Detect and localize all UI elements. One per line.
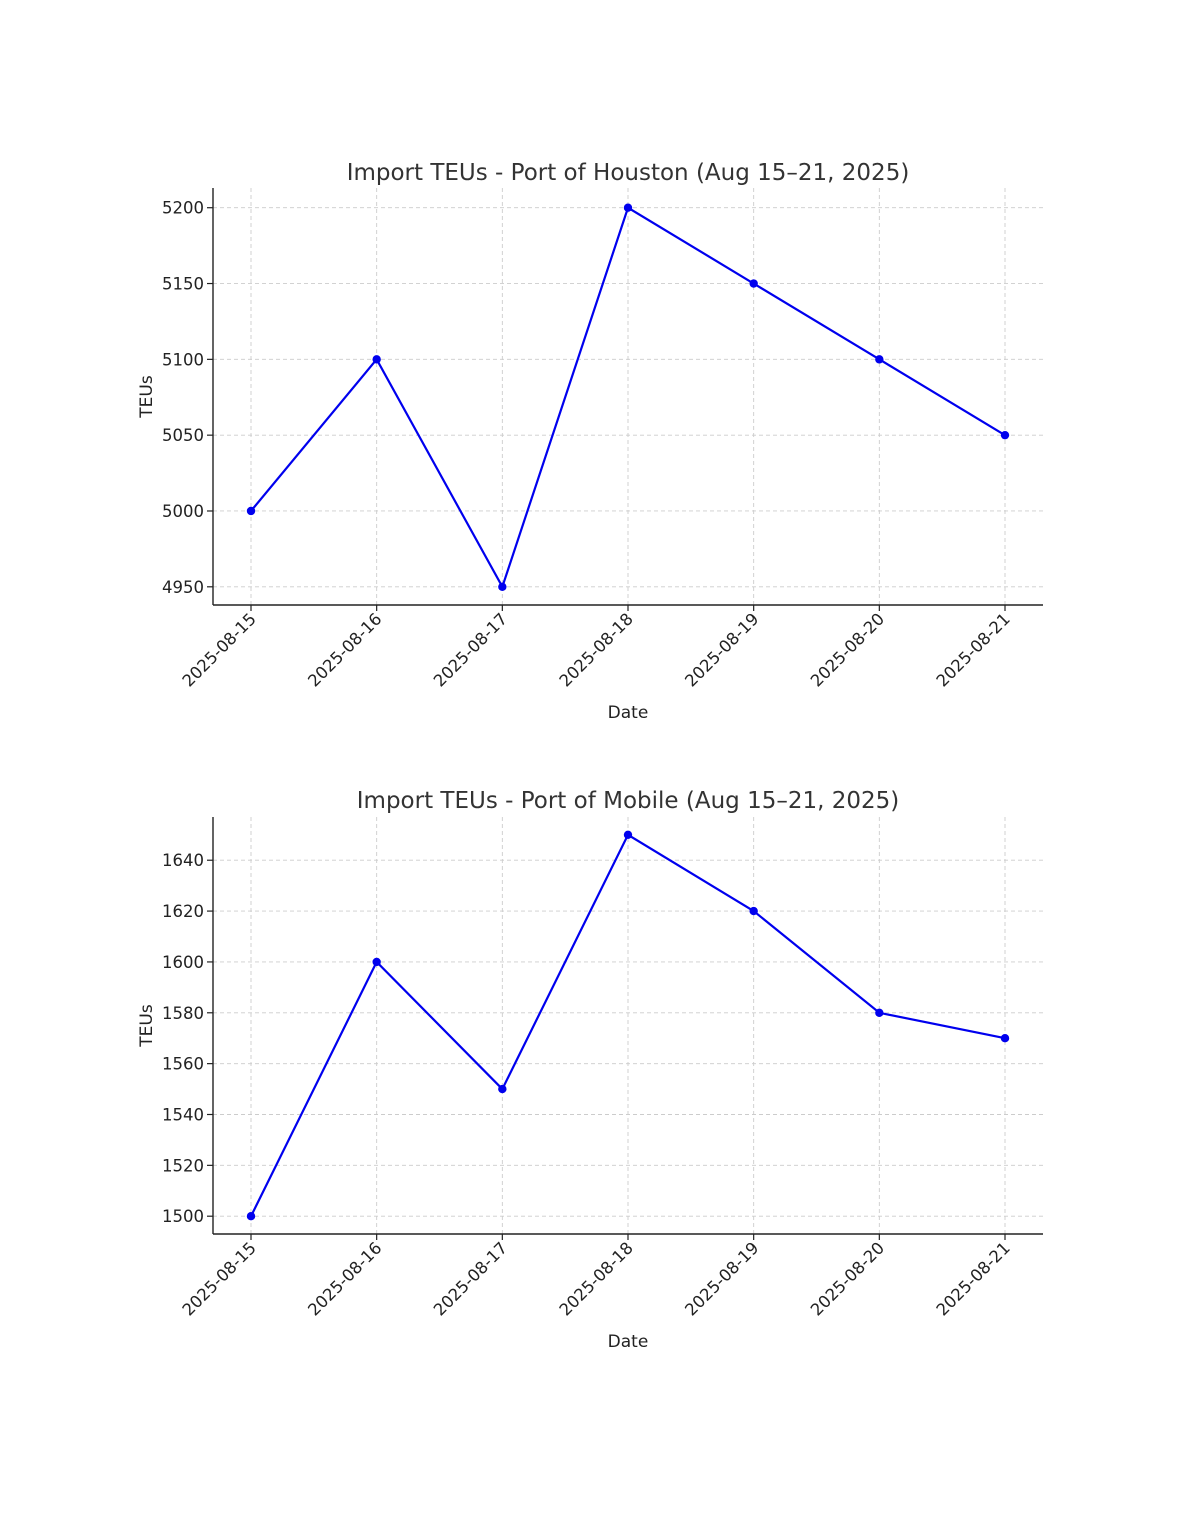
y-tick-label: 5000 (162, 502, 204, 521)
data-point (246, 506, 256, 516)
series-line (250, 206, 1006, 590)
y-tick-label: 1580 (162, 1004, 204, 1023)
y-tick-label: 1620 (162, 902, 204, 921)
data-point (749, 279, 758, 288)
x-axis-label: Date (608, 703, 649, 723)
y-tick-label: 1560 (162, 1055, 204, 1074)
x-tick-label: 2025-08-19 (681, 1238, 762, 1319)
x-tick-label: 2025-08-20 (807, 1238, 888, 1319)
houston-chart: 4950 5000 5050 5100 5150 5200 2025-08-15 2025-0… (137, 160, 1043, 723)
data-point (623, 203, 633, 212)
y-tick-label: 1600 (162, 953, 204, 972)
y-tick-label: 5150 (162, 275, 204, 294)
x-tick-label: 2025-08-17 (430, 609, 511, 690)
x-tick-label: 2025-08-20 (807, 609, 888, 690)
y-tick-label: 1640 (162, 851, 204, 870)
mobile-chart: 1500 1520 1540 1560 1580 1600 1620 1640 2025-08-… (137, 788, 1043, 1352)
y-tick-label: 5050 (162, 426, 204, 445)
data-point (1000, 430, 1010, 440)
data-point (875, 1008, 884, 1017)
data-point (498, 582, 507, 592)
data-point (498, 1084, 507, 1094)
series-line (250, 833, 1006, 1217)
x-tick-label: 2025-08-17 (430, 1238, 511, 1319)
data-point (749, 906, 758, 916)
x-tick-label: 2025-08-21 (933, 609, 1014, 690)
x-tick-label: 2025-08-18 (556, 609, 637, 690)
data-point (246, 1212, 256, 1221)
x-tick-label: 2025-08-16 (304, 609, 385, 690)
x-tick-label: 2025-08-21 (933, 1238, 1014, 1319)
data-point (623, 830, 633, 839)
y-axis-label: TEUs (137, 375, 157, 419)
x-tick-label: 2025-08-15 (179, 1238, 260, 1319)
chart-title: Import TEUs - Port of Mobile (Aug 15–21,… (357, 788, 899, 814)
x-tick-label: 2025-08-15 (179, 609, 260, 690)
x-tick-label: 2025-08-19 (681, 609, 762, 690)
chart-title: Import TEUs - Port of Houston (Aug 15–21… (347, 160, 910, 186)
y-tick-label: 5100 (162, 350, 204, 369)
data-point (372, 957, 381, 967)
y-tick-label: 1540 (162, 1105, 204, 1124)
y-axis-label: TEUs (137, 1004, 157, 1048)
data-point (372, 355, 381, 364)
x-tick-label: 2025-08-16 (304, 1238, 385, 1319)
y-tick-label: 1520 (162, 1156, 204, 1175)
data-point (875, 355, 884, 364)
x-axis-label: Date (608, 1332, 649, 1352)
x-tick-label: 2025-08-18 (556, 1238, 637, 1319)
y-tick-label: 5200 (162, 199, 204, 218)
y-tick-label: 1500 (162, 1207, 204, 1226)
y-tick-label: 4950 (162, 578, 204, 597)
data-point (1000, 1034, 1010, 1043)
